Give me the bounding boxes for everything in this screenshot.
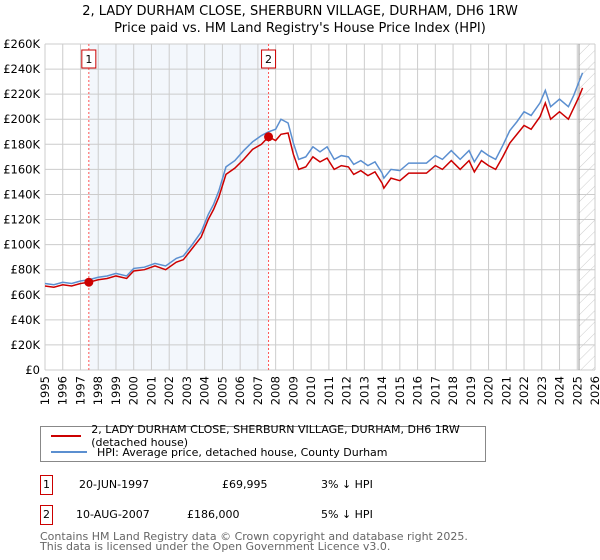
x-tick-label: 2014 [375,376,389,405]
x-tick-label: 2003 [180,376,194,405]
chart-title: 2, LADY DURHAM CLOSE, SHERBURN VILLAGE, … [82,4,518,19]
x-tick-label: 1995 [38,376,52,405]
footer-licence: This data is licensed under the Open Gov… [40,540,391,553]
x-tick-label: 2012 [340,376,354,405]
sale-hpi-diff: 5% ↓ HPI [321,508,373,521]
x-tick-label: 2019 [464,376,478,405]
footer-copyright: Contains HM Land Registry data © Crown c… [40,530,468,543]
sale-hpi-diff: 3% ↓ HPI [321,478,373,491]
y-tick-label: £140K [3,187,40,201]
legend-label: HPI: Average price, detached house, Coun… [97,445,388,459]
y-tick-label: £80K [11,263,41,277]
x-tick-label: 2007 [251,376,265,405]
x-tick-label: 2022 [517,376,531,405]
y-tick-label: £180K [3,137,40,151]
y-tick-label: £60K [11,288,41,302]
x-tick-label: 2020 [482,376,496,405]
x-tick-label: 2001 [144,376,158,405]
red-line-swatch [51,435,82,437]
hpi-line [44,72,584,286]
x-tick-label: 2021 [499,376,513,405]
ownership-shading [88,44,269,370]
x-tick-label: 2024 [553,376,567,405]
price-paid-line [44,87,584,289]
x-tick-label: 2006 [233,376,247,405]
x-tick-label: 2004 [198,376,212,405]
sale-label-box [261,49,277,69]
y-tick-label: £220K [3,87,40,101]
x-tick-label: 2018 [446,376,460,405]
y-tick-label: £40K [11,313,41,327]
footer: Contains HM Land Registry data © Crown c… [40,530,468,553]
x-tick-label: 2017 [428,376,442,405]
x-tick-label: 2009 [286,376,300,405]
x-tick-label: 2025 [570,376,584,405]
y-tick-label: £240K [3,62,40,76]
sale-label: 2 [265,53,272,66]
x-tick-label: 1996 [56,376,70,405]
legend-item-hpi: HPI: Average price, detached house, Coun… [51,444,388,460]
y-tick-label: £0 [25,363,40,377]
x-tick-label: 2026 [588,376,600,405]
x-tick-label: 2011 [322,376,336,405]
x-tick-label: 2008 [269,376,283,405]
future-hatch [579,44,595,370]
x-tick-label: 1998 [91,376,105,405]
y-tick-label: £20K [11,338,41,352]
sale-label: 1 [85,53,92,66]
sale-point [84,277,94,287]
sale-price: £186,000 [187,508,240,521]
legend-item-property: 2, LADY DURHAM CLOSE, SHERBURN VILLAGE, … [51,423,485,449]
blue-line-swatch [51,451,87,453]
y-tick-label: £120K [3,213,40,227]
x-tick-label: 2016 [411,376,425,405]
x-tick-label: 2013 [357,376,371,405]
sale-marker-badge: 2 [40,505,53,525]
x-tick-label: 1999 [109,376,123,405]
x-tick-label: 2015 [393,376,407,405]
sale-label-box [81,49,97,69]
y-tick-label: £160K [3,162,40,176]
y-tick-label: £200K [3,112,40,126]
x-tick-label: 2010 [304,376,318,405]
sale-point [264,132,274,142]
x-tick-label: 2002 [162,376,176,405]
sale-date: 10-AUG-2007 [76,508,150,521]
sale-price: £69,995 [222,478,268,491]
legend: 2, LADY DURHAM CLOSE, SHERBURN VILLAGE, … [40,423,486,462]
x-tick-label: 2000 [127,376,141,405]
legend-label: 2, LADY DURHAM CLOSE, SHERBURN VILLAGE, … [91,423,460,449]
chart-subtitle: Price paid vs. HM Land Registry's House … [114,21,486,36]
y-tick-label: £260K [3,37,40,51]
sale-marker-badge: 1 [40,475,53,495]
x-tick-label: 1997 [73,376,87,405]
sale-date: 20-JUN-1997 [79,478,150,491]
x-tick-label: 2023 [535,376,549,405]
x-tick-label: 2005 [215,376,229,405]
y-tick-label: £100K [3,238,40,252]
